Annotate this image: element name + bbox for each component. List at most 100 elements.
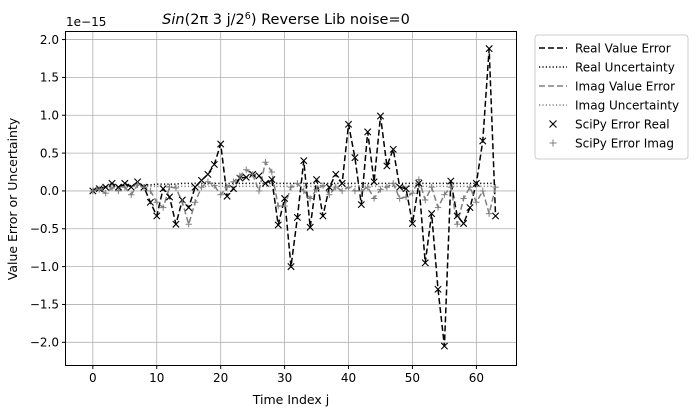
scipy-real-marker xyxy=(472,179,480,187)
y-tick-label: 1.0 xyxy=(40,108,59,122)
scipy-real-marker xyxy=(268,175,276,184)
scipy-imag-marker xyxy=(179,199,186,206)
scipy-imag-marker xyxy=(396,195,403,202)
y-tick-label: −0.5 xyxy=(30,222,59,236)
scipy-imag-marker xyxy=(89,187,97,195)
scipy-imag-marker xyxy=(230,178,237,186)
legend-label: Imag Uncertainty xyxy=(575,98,679,112)
scipy-real-marker xyxy=(293,213,301,222)
scipy-real-marker xyxy=(229,185,238,193)
scipy-imag-marker xyxy=(115,187,122,195)
scipy-real-marker xyxy=(383,162,391,170)
legend-label: Imag Value Error xyxy=(575,79,675,93)
scipy-imag-marker xyxy=(441,191,448,198)
legend-box xyxy=(534,34,689,160)
y-axis-label: Value Error or Uncertainty xyxy=(5,117,20,280)
x-tick-label: 0 xyxy=(89,371,97,385)
scipy-real-marker xyxy=(364,128,372,136)
legend: Real Value Error Real Uncertainty Imag Val… xyxy=(534,34,689,160)
scipy-real-marker xyxy=(402,185,410,193)
scipy-real-marker xyxy=(357,200,365,209)
scipy-imag-marker xyxy=(326,191,333,198)
x-tick-label: 40 xyxy=(341,371,356,385)
scipy-real-marker xyxy=(459,219,468,228)
scipy-imag-marker xyxy=(409,190,416,197)
scipy-imag-marker xyxy=(172,184,180,192)
scipy-imag-marker xyxy=(281,202,288,210)
chart-title: Sin(2π 3 j/26) Reverse Lib noise=0 xyxy=(162,11,410,29)
scipy-imag-marker xyxy=(134,181,141,189)
scipy-real-marker xyxy=(153,212,161,220)
scipy-imag-marker xyxy=(236,172,244,179)
scipy-imag-marker xyxy=(377,186,384,193)
y-tick-label: −1.0 xyxy=(30,260,59,274)
title-exponent: 6 xyxy=(245,11,251,22)
y-tick-label: 2.0 xyxy=(40,33,59,47)
scipy-imag-marker xyxy=(434,204,442,211)
legend-label: Real Uncertainty xyxy=(575,60,675,74)
scipy-imag-marker xyxy=(102,190,109,197)
scipy-imag-marker xyxy=(300,187,307,195)
scipy-real-marker xyxy=(172,220,180,228)
legend-entry: SciPy Error Real xyxy=(549,117,670,131)
scipy-real-marker xyxy=(114,183,123,191)
offset-text: 1e−15 xyxy=(66,15,106,29)
scipy-imag-marker xyxy=(447,183,455,191)
scipy-real-marker xyxy=(197,176,206,184)
title-sin: Sin xyxy=(162,12,184,28)
scipy-real-marker xyxy=(338,179,346,187)
scipy-real-marker xyxy=(287,263,295,271)
y-tick-label: −1.5 xyxy=(30,298,59,312)
x-tick-label: 20 xyxy=(213,371,228,385)
scipy-imag-marker xyxy=(147,187,154,195)
x-tick-label: 30 xyxy=(277,371,292,385)
scipy-real-marker xyxy=(223,192,231,200)
scipy-imag-marker xyxy=(275,202,282,210)
scipy-imag-marker xyxy=(249,171,256,178)
scipy-imag-marker xyxy=(191,199,199,206)
scipy-imag-marker xyxy=(217,191,224,198)
scipy-imag-marker xyxy=(402,193,410,201)
scipy-imag-marker xyxy=(415,176,423,183)
scipy-imag-marker xyxy=(198,183,205,191)
marker-layer xyxy=(89,45,500,350)
scipy-real-marker xyxy=(121,179,129,187)
scipy-real-marker xyxy=(281,194,289,203)
scipy-imag-marker xyxy=(262,158,269,166)
scipy-real-marker xyxy=(370,178,378,186)
scipy-real-marker xyxy=(332,170,340,178)
scipy-imag-marker xyxy=(243,166,250,173)
scipy-real-marker xyxy=(319,212,327,220)
y-tick-label: 1.5 xyxy=(40,71,59,85)
scipy-imag-marker xyxy=(153,199,160,206)
x-axis-ticks: 0 10 20 30 40 50 60 xyxy=(89,365,484,385)
legend-entry: Imag Uncertainty xyxy=(539,98,679,112)
scipy-real-marker xyxy=(185,203,193,212)
scipy-real-marker xyxy=(491,212,500,220)
scipy-imag-marker xyxy=(473,199,480,206)
scipy-real-marker xyxy=(127,183,135,191)
scipy-imag-marker xyxy=(345,183,352,191)
scipy-imag-marker xyxy=(223,183,231,191)
scipy-imag-marker xyxy=(338,187,346,195)
scipy-imag-marker xyxy=(255,187,263,195)
legend-entry: Real Uncertainty xyxy=(539,60,675,74)
scipy-imag-marker xyxy=(351,187,359,195)
x-tick-label: 60 xyxy=(469,371,484,385)
scipy-imag-marker xyxy=(96,186,103,193)
series-imag-value-error xyxy=(92,161,497,225)
scipy-real-marker xyxy=(344,120,353,128)
scipy-imag-marker xyxy=(364,183,371,191)
scipy-imag-marker xyxy=(466,183,474,191)
scipy-imag-marker xyxy=(268,168,276,176)
scipy-real-marker xyxy=(165,193,174,201)
scipy-imag-marker xyxy=(485,210,493,217)
y-tick-label: −2.0 xyxy=(30,335,59,349)
scipy-imag-marker xyxy=(390,180,397,187)
scipy-real-marker xyxy=(415,179,423,187)
scipy-imag-marker xyxy=(287,183,295,191)
y-tick-label: 0.5 xyxy=(40,146,59,160)
scipy-imag-marker xyxy=(211,182,218,189)
scipy-real-marker xyxy=(242,173,250,181)
scipy-real-marker xyxy=(408,219,417,228)
